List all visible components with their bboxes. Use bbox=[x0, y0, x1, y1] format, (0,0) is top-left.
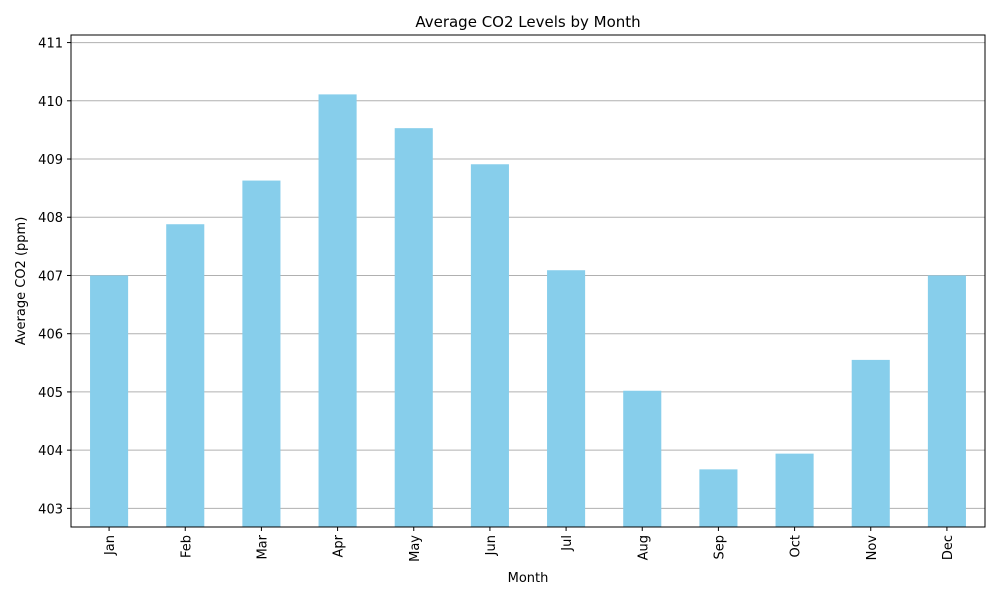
x-tick-label: May bbox=[408, 535, 423, 562]
bar bbox=[547, 270, 586, 527]
x-tick-label: Apr bbox=[332, 534, 347, 557]
bar bbox=[166, 224, 205, 527]
chart-title: Average CO2 Levels by Month bbox=[415, 13, 640, 31]
x-tick-label: Jan bbox=[103, 535, 118, 556]
x-tick-label: Oct bbox=[789, 535, 804, 557]
y-tick-label: 406 bbox=[38, 328, 63, 343]
bar bbox=[470, 164, 509, 528]
bar bbox=[851, 359, 890, 527]
bar bbox=[90, 275, 129, 527]
x-tick-label: Feb bbox=[179, 535, 194, 558]
x-axis-label: Month bbox=[508, 571, 549, 586]
bar bbox=[927, 275, 966, 527]
y-tick-label: 408 bbox=[38, 211, 63, 226]
x-tick-label: Dec bbox=[941, 535, 956, 560]
grid-lines bbox=[71, 42, 985, 509]
bar bbox=[394, 128, 433, 527]
bar bbox=[699, 469, 738, 527]
x-axis: Jan Feb Mar Apr May Jun Jul Aug Sep Oct Nov Dec bbox=[103, 527, 956, 562]
bar bbox=[318, 94, 357, 528]
bars bbox=[90, 94, 966, 528]
bar bbox=[623, 390, 662, 527]
x-tick-label: Jul bbox=[560, 535, 575, 552]
y-tick-label: 405 bbox=[38, 386, 63, 401]
bar bbox=[775, 453, 814, 527]
x-tick-label: Mar bbox=[255, 534, 270, 559]
y-tick-label: 407 bbox=[38, 269, 63, 284]
x-tick-label: Jun bbox=[484, 535, 499, 556]
plot-frame bbox=[70, 34, 986, 528]
y-tick-label: 411 bbox=[38, 37, 63, 52]
y-axis: 403 404 405 406 407 408 409 410 411 bbox=[38, 37, 71, 517]
x-tick-label: Sep bbox=[712, 535, 727, 560]
x-tick-label: Nov bbox=[865, 535, 880, 561]
y-tick-label: 403 bbox=[38, 502, 63, 517]
y-tick-label: 409 bbox=[38, 153, 63, 168]
y-tick-label: 404 bbox=[38, 444, 63, 459]
y-axis-label: Average CO2 (ppm) bbox=[14, 217, 29, 346]
y-tick-label: 410 bbox=[38, 95, 63, 110]
bar bbox=[242, 180, 281, 527]
x-tick-label: Aug bbox=[636, 535, 651, 560]
